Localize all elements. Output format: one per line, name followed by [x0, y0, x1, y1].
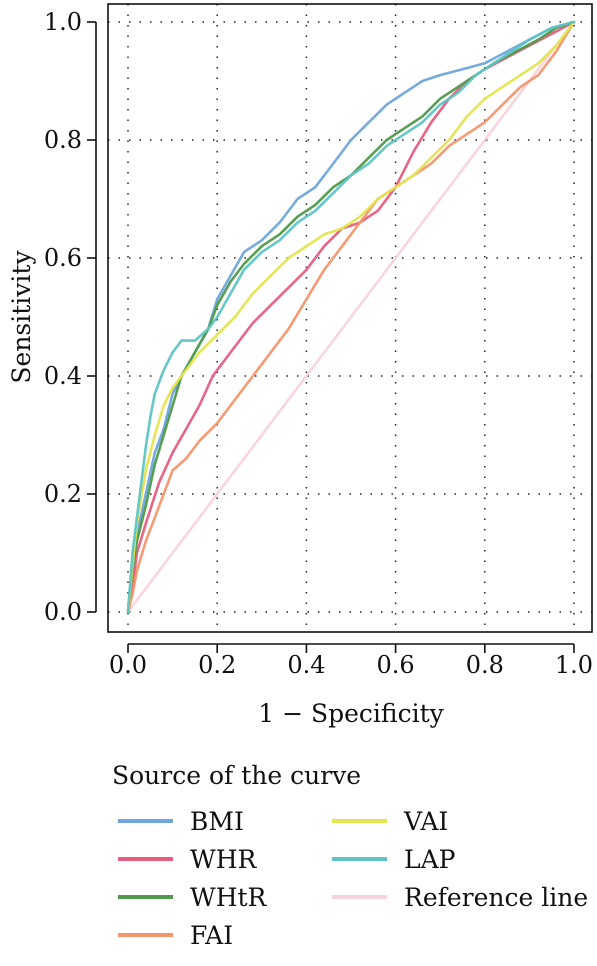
legend-label-lap: LAP — [404, 845, 455, 874]
y-tick-label-3: 0.6 — [44, 244, 82, 272]
plot-frame — [107, 3, 593, 633]
x-tick-label-4: 0.8 — [466, 651, 504, 679]
y-tick-label-4: 0.8 — [44, 126, 82, 154]
y-tick-label-0: 0.0 — [44, 598, 82, 626]
x-tick-label-1: 0.2 — [198, 651, 236, 679]
roc-curves — [126, 20, 576, 614]
y-tick-label-1: 0.2 — [44, 480, 82, 508]
curve-lap — [126, 20, 576, 614]
legend-label-whtr: WHtR — [190, 883, 268, 912]
curve-fai — [126, 20, 576, 614]
y-tick-label-5: 1.0 — [44, 8, 82, 36]
curve-bmi — [126, 20, 576, 614]
legend-title: Source of the curve — [112, 761, 361, 790]
legend-label-fai: FAI — [190, 921, 233, 950]
axes: 0.0 0.2 0.4 0.6 0.8 1.0 0.0 0.2 0.4 0.6 0.8 1.0 — [44, 8, 593, 679]
y-axis-label: Sensitivity — [7, 250, 36, 384]
curve-reference-line — [126, 20, 576, 614]
legend-label-vai: VAI — [403, 807, 448, 836]
x-tick-label-2: 0.4 — [287, 651, 325, 679]
y-tick-label-2: 0.4 — [44, 362, 82, 390]
legend: Source of the curve BMI WHR WHtR FAI VAI LAP R… — [112, 761, 588, 950]
legend-items: BMI WHR WHtR FAI VAI LAP Reference line — [118, 807, 588, 950]
x-tick-label-3: 0.6 — [377, 651, 415, 679]
x-axis-label: 1 − Specificity — [258, 699, 444, 728]
legend-label-reference-line: Reference line — [404, 883, 588, 912]
legend-label-bmi: BMI — [190, 807, 244, 836]
x-tick-label-5: 1.0 — [555, 651, 593, 679]
legend-label-whr: WHR — [190, 845, 257, 874]
x-tick-label-0: 0.0 — [109, 651, 147, 679]
curve-vai — [126, 20, 576, 614]
